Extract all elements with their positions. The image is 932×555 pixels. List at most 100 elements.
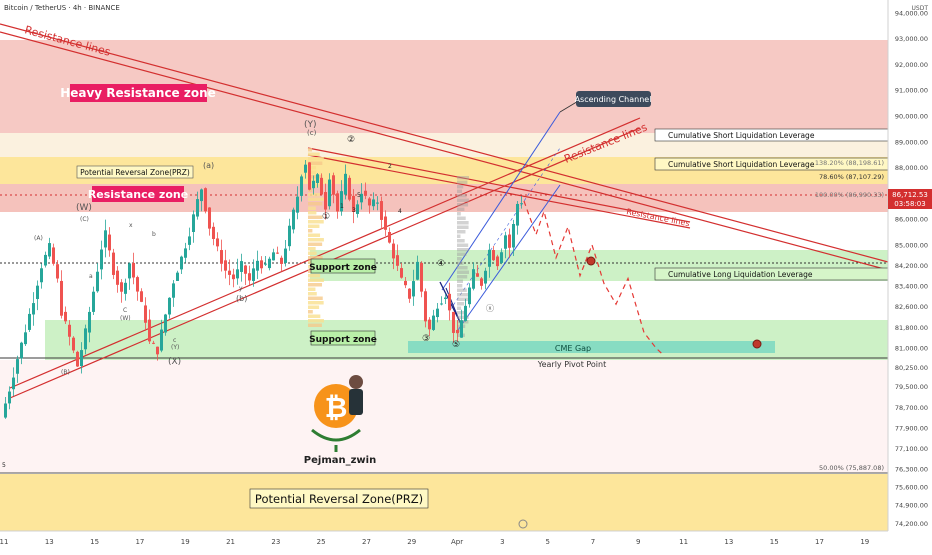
volume-bar bbox=[457, 234, 461, 238]
price-tick: 90,000.00 bbox=[895, 112, 928, 120]
candle-body bbox=[472, 269, 475, 289]
candle-body bbox=[124, 282, 127, 294]
candle-body bbox=[236, 269, 239, 279]
candle-body bbox=[372, 199, 375, 207]
candle-body bbox=[160, 329, 163, 351]
fib-100-label: 100.00% (86,990.33) bbox=[815, 191, 884, 199]
time-tick: 13 bbox=[45, 538, 54, 546]
candlestick-series bbox=[4, 159, 523, 419]
volume-bar bbox=[308, 274, 321, 278]
candle-body bbox=[452, 311, 455, 333]
prz-bottom-zone bbox=[0, 474, 888, 531]
candle-body bbox=[24, 332, 27, 345]
svg-text:(a): (a) bbox=[203, 161, 214, 170]
candle-body bbox=[212, 226, 215, 239]
candle-body bbox=[288, 225, 291, 247]
candle-body bbox=[284, 248, 287, 263]
volume-bar bbox=[457, 207, 465, 211]
time-tick: 15 bbox=[770, 538, 779, 546]
candle-body bbox=[380, 201, 383, 220]
candle-body bbox=[36, 285, 39, 300]
volume-bar bbox=[457, 306, 462, 310]
candle-body bbox=[168, 297, 171, 315]
time-tick: 29 bbox=[407, 538, 416, 546]
svg-text:C: C bbox=[123, 307, 127, 314]
candle-body bbox=[336, 193, 339, 212]
candle-body bbox=[256, 260, 259, 271]
fib-138-label: 138.20% (88,198.61) bbox=[815, 159, 884, 167]
price-tick: 84,200.00 bbox=[895, 262, 928, 270]
volume-bar bbox=[308, 193, 320, 197]
candle-body bbox=[420, 262, 423, 292]
replay-icon[interactable] bbox=[518, 519, 528, 529]
candle-body bbox=[48, 243, 51, 257]
candle-body bbox=[340, 191, 343, 212]
svg-text:b: b bbox=[152, 231, 156, 238]
candle-body bbox=[456, 329, 459, 334]
cme-gap-label: CME Gap bbox=[555, 344, 591, 353]
svg-text:Cumulative Short Liquidation L: Cumulative Short Liquidation Leverage bbox=[668, 131, 815, 140]
price-tick: 91,000.00 bbox=[895, 87, 928, 95]
svg-text:03:58:03: 03:58:03 bbox=[894, 200, 925, 208]
volume-bar bbox=[308, 152, 320, 156]
candle-body bbox=[244, 265, 247, 274]
volume-bar bbox=[457, 261, 464, 265]
svg-text:ⓧ: ⓧ bbox=[486, 304, 494, 313]
svg-text:Potential Reversal Zone(PRZ): Potential Reversal Zone(PRZ) bbox=[255, 492, 423, 506]
svg-text:y: y bbox=[239, 285, 243, 292]
price-tick: 79,500.00 bbox=[895, 383, 928, 391]
volume-bar bbox=[308, 229, 313, 233]
volume-bar bbox=[308, 175, 323, 179]
author-logo: ₿ Pejman_zwin bbox=[304, 375, 376, 466]
volume-bar bbox=[457, 288, 467, 292]
candle-body bbox=[508, 234, 511, 248]
time-tick: 9 bbox=[636, 538, 640, 546]
time-tick: 19 bbox=[860, 538, 869, 546]
prz-bottom-label: Potential Reversal Zone(PRZ) bbox=[249, 488, 429, 509]
short-liquidation-label-2: Cumulative Short Liquidation Leverage bbox=[654, 157, 889, 171]
volume-bar bbox=[308, 314, 321, 318]
candle-body bbox=[392, 243, 395, 259]
svg-text:②: ② bbox=[347, 135, 355, 145]
candle-body bbox=[436, 308, 439, 318]
candle-body bbox=[232, 274, 235, 280]
candle-body bbox=[464, 305, 467, 321]
candle-body bbox=[280, 257, 283, 264]
candle-body bbox=[492, 250, 495, 261]
ascending-channel-callout: Ascending Channel bbox=[559, 91, 651, 113]
volume-bar bbox=[457, 270, 469, 274]
candle-body bbox=[184, 248, 187, 258]
candle-body bbox=[40, 268, 43, 283]
candle-body bbox=[88, 311, 91, 333]
candle-body bbox=[204, 188, 207, 212]
volume-bar bbox=[457, 185, 464, 189]
volume-bar bbox=[457, 266, 468, 270]
candle-body bbox=[424, 291, 427, 322]
candle-body bbox=[228, 270, 231, 275]
time-tick: 15 bbox=[90, 538, 99, 546]
ascending-channel-lower bbox=[457, 184, 561, 331]
volume-bar bbox=[457, 221, 469, 225]
candle-body bbox=[172, 283, 175, 298]
candle-body bbox=[148, 319, 151, 342]
price-axis-ticks: 94,000.00 93,000.00 92,000.00 91,000.00 90,0… bbox=[895, 9, 928, 527]
svg-text:①: ① bbox=[322, 212, 330, 222]
candle-body bbox=[216, 238, 219, 247]
candle-body bbox=[292, 209, 295, 230]
time-tick: 5 bbox=[545, 538, 549, 546]
price-tick: 74,200.00 bbox=[895, 520, 928, 528]
candle-body bbox=[304, 164, 307, 173]
volume-bar bbox=[457, 198, 469, 202]
volume-bar bbox=[457, 293, 469, 297]
candle-body bbox=[416, 261, 419, 280]
candle-body bbox=[448, 293, 451, 311]
candle-body bbox=[248, 273, 251, 281]
prz-top-label: Potential Reversal Zone(PRZ) bbox=[76, 165, 194, 179]
candle-body bbox=[224, 260, 227, 271]
candle-body bbox=[120, 282, 123, 292]
resistance-line-long-1 bbox=[0, 23, 889, 263]
candle-body bbox=[152, 342, 155, 344]
candle-body bbox=[360, 193, 363, 203]
price-tick: 82,600.00 bbox=[895, 303, 928, 311]
